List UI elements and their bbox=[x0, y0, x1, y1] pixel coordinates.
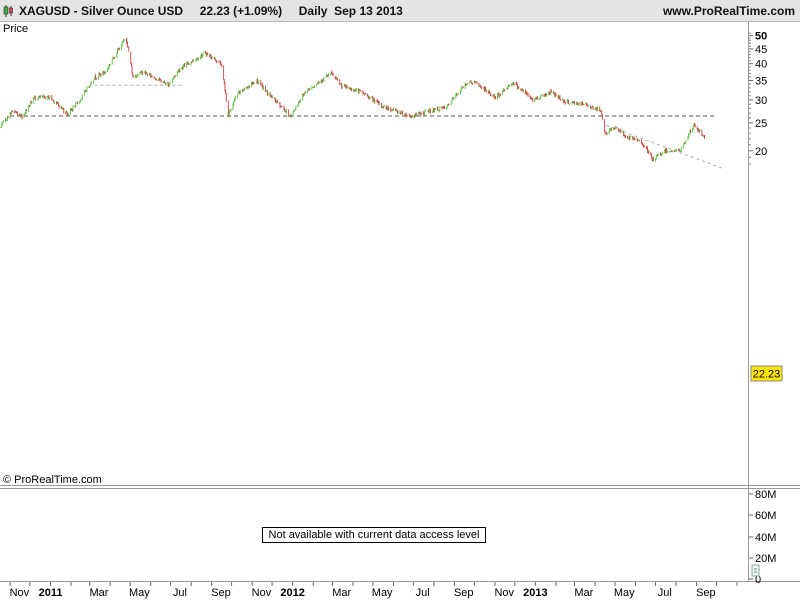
panel-label: Price bbox=[3, 23, 28, 35]
volume-tick-label: 40M bbox=[755, 532, 776, 544]
price-tick-label: 50 bbox=[755, 31, 767, 43]
last-price-badge: 22.23 bbox=[750, 365, 783, 382]
time-tick-label: 2011 bbox=[39, 587, 63, 599]
volume-tick-label: 0 bbox=[755, 574, 761, 586]
chart-header: XAGUSD - Silver Ounce USD 22.23 (+1.09%)… bbox=[0, 0, 800, 22]
time-tick-label: Mar bbox=[332, 587, 351, 599]
price-tick-label: 40 bbox=[755, 59, 767, 71]
site-url: www.ProRealTime.com bbox=[662, 4, 795, 18]
price-tick-label: 25 bbox=[755, 118, 767, 130]
time-tick-label: 2013 bbox=[523, 587, 547, 599]
volume-unavailable-notice: Not available with current data access l… bbox=[262, 527, 486, 543]
time-tick-label: Nov bbox=[10, 587, 30, 599]
price-tick-label: 20 bbox=[755, 146, 767, 158]
volume-tick-label: 20M bbox=[755, 553, 776, 565]
price-tick-label: 35 bbox=[755, 76, 767, 88]
candles-layer bbox=[0, 37, 705, 162]
time-tick-label: Mar bbox=[89, 587, 108, 599]
volume-scroll-handle[interactable] bbox=[751, 564, 760, 577]
volume-tick-label: 60M bbox=[755, 510, 776, 522]
time-tick-label: Nov bbox=[252, 587, 272, 599]
candlestick-logo-icon bbox=[3, 5, 13, 17]
instrument-title: XAGUSD - Silver Ounce USD 22.23 (+1.09%)… bbox=[19, 4, 403, 18]
time-tick-label: Jul bbox=[658, 587, 672, 599]
watermark: © ProRealTime.com bbox=[3, 474, 102, 486]
annotation-layer bbox=[10, 84, 723, 169]
time-tick-label: Mar bbox=[574, 587, 593, 599]
dashed-trendline bbox=[606, 124, 723, 169]
panel-frames bbox=[0, 22, 800, 582]
last-price-value: 22.23 bbox=[753, 369, 781, 381]
time-tick-label: May bbox=[129, 587, 150, 599]
time-tick-label: Sep bbox=[454, 587, 474, 599]
volume-axis: 80M 60M 40M 20M 0 bbox=[749, 489, 776, 586]
time-tick-label: May bbox=[614, 587, 635, 599]
time-tick-label: Sep bbox=[211, 587, 231, 599]
time-tick-label: Sep bbox=[696, 587, 716, 599]
time-axis: Sep Nov 2011 Mar May Jul Sep Nov 2012 Mar May Jul Se… bbox=[9, 582, 738, 599]
volume-tick-label: 80M bbox=[755, 489, 776, 501]
price-tick-label: 30 bbox=[755, 95, 767, 107]
time-tick-label: May bbox=[372, 587, 393, 599]
time-tick-label: Nov bbox=[494, 587, 514, 599]
time-tick-label: Jul bbox=[173, 587, 187, 599]
time-tick-label: 2012 bbox=[280, 587, 304, 599]
price-tick-label: 45 bbox=[755, 44, 767, 56]
time-tick-label: Jul bbox=[416, 587, 430, 599]
